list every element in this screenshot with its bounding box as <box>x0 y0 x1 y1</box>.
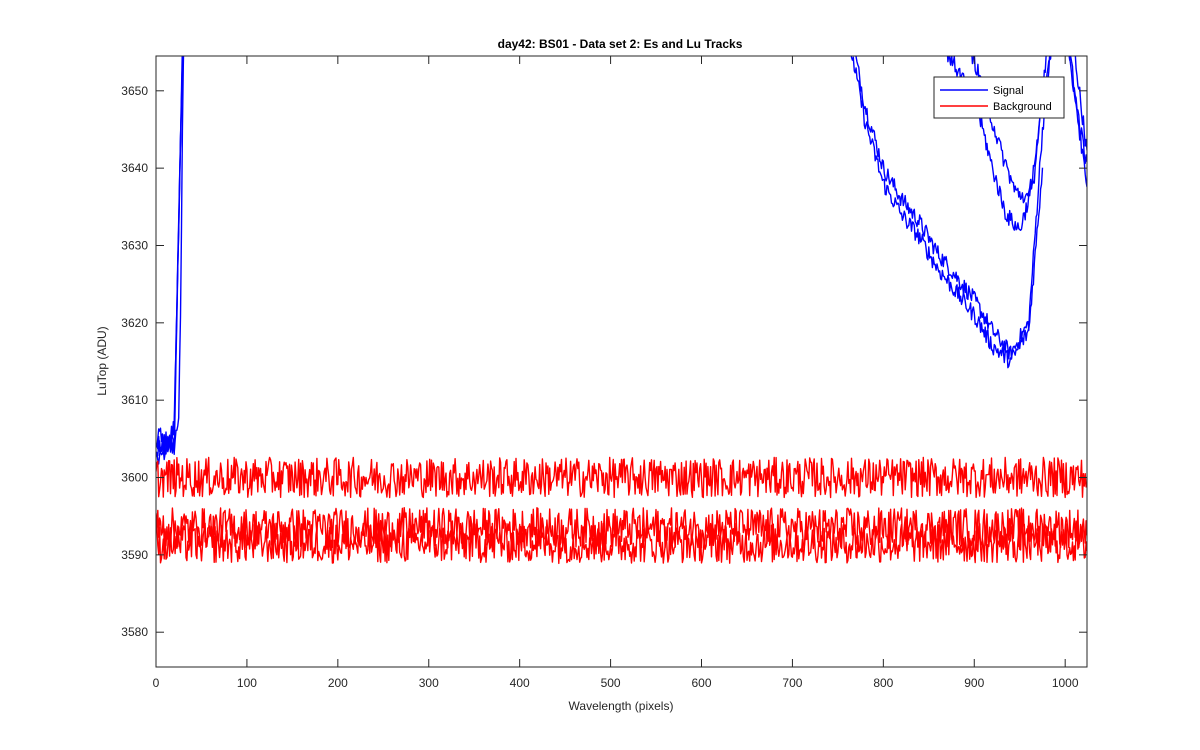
series-line-background-6 <box>156 522 1087 565</box>
x-tick-label: 0 <box>153 676 160 690</box>
legend-label-background: Background <box>993 101 1052 113</box>
chart-title: day42: BS01 - Data set 2: Es and Lu Trac… <box>498 37 743 51</box>
y-tick-label: 3650 <box>121 84 148 98</box>
y-tick-label: 3600 <box>121 471 148 485</box>
y-tick-label: 3630 <box>121 238 148 252</box>
x-tick-label: 600 <box>691 676 711 690</box>
series-line-signal-0 <box>156 56 1087 455</box>
x-tick-label: 100 <box>237 676 257 690</box>
y-tick-label: 3620 <box>121 316 148 330</box>
series-line-background-4 <box>156 456 1087 499</box>
y-tick-label: 3580 <box>121 625 148 639</box>
legend-label-signal: Signal <box>993 85 1024 97</box>
x-tick-label: 1000 <box>1052 676 1079 690</box>
x-axis-label: Wavelength (pixels) <box>569 699 674 713</box>
x-tick-label: 200 <box>328 676 348 690</box>
x-tick-label: 700 <box>782 676 802 690</box>
legend-box <box>933 76 1065 119</box>
series-line-signal-1 <box>156 56 1044 465</box>
y-tick-label: 3590 <box>121 548 148 562</box>
plot-axes-box <box>155 55 1088 668</box>
legend: Signal Background <box>933 76 1065 119</box>
x-tick-label: 300 <box>419 676 439 690</box>
x-axis: 0 100 200 300 400 500 600 700 800 900 1000 <box>153 56 1079 690</box>
x-tick-label: 800 <box>873 676 893 690</box>
x-tick-label: 900 <box>964 676 984 690</box>
x-tick-label: 500 <box>601 676 621 690</box>
y-tick-label: 3640 <box>121 161 148 175</box>
y-axis-label: LuTop (ADU) <box>95 326 109 395</box>
series-layer <box>156 56 1087 565</box>
x-tick-label: 400 <box>510 676 530 690</box>
y-axis: 3580 3590 3600 3610 3620 3630 3640 3650 <box>121 84 1087 639</box>
y-tick-label: 3610 <box>121 393 148 407</box>
